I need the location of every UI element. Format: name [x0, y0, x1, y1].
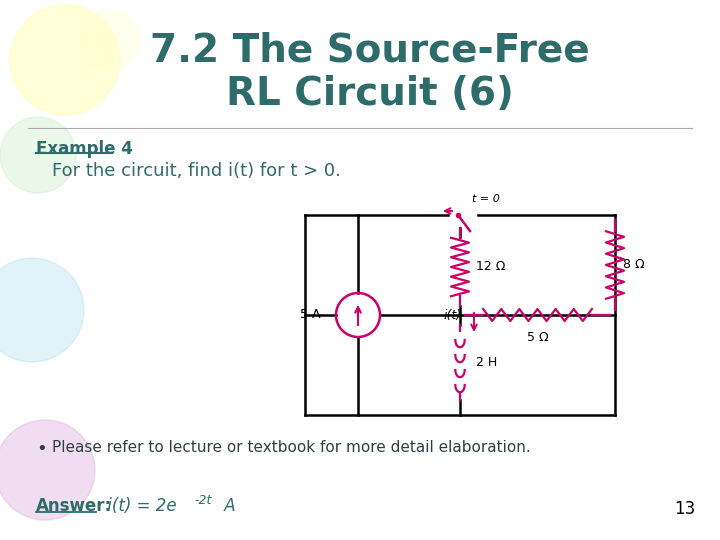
Text: 5 Ω: 5 Ω	[527, 331, 549, 344]
Text: A: A	[219, 497, 235, 515]
Circle shape	[0, 117, 76, 193]
Circle shape	[0, 258, 84, 362]
Text: •: •	[36, 440, 47, 458]
Text: Please refer to lecture or textbook for more detail elaboration.: Please refer to lecture or textbook for …	[52, 440, 531, 455]
Text: t = 0: t = 0	[472, 194, 500, 204]
Circle shape	[0, 420, 95, 520]
Text: 2 H: 2 H	[476, 356, 498, 369]
Text: Answer:: Answer:	[36, 497, 112, 515]
Text: RL Circuit (6): RL Circuit (6)	[226, 75, 514, 113]
Text: 12 Ω: 12 Ω	[476, 260, 505, 273]
Text: 5 A: 5 A	[300, 308, 320, 321]
Circle shape	[10, 5, 120, 115]
Text: 13: 13	[674, 500, 695, 518]
Text: 7.2 The Source-Free: 7.2 The Source-Free	[150, 32, 590, 70]
Text: -2t: -2t	[194, 494, 212, 507]
Text: For the circuit, find i(t) for t > 0.: For the circuit, find i(t) for t > 0.	[52, 162, 341, 180]
Text: i(t): i(t)	[444, 308, 462, 321]
Text: 8 Ω: 8 Ω	[623, 259, 644, 272]
Text: i(t) = 2e: i(t) = 2e	[102, 497, 176, 515]
Text: Example 4: Example 4	[36, 140, 133, 158]
Circle shape	[80, 10, 140, 70]
